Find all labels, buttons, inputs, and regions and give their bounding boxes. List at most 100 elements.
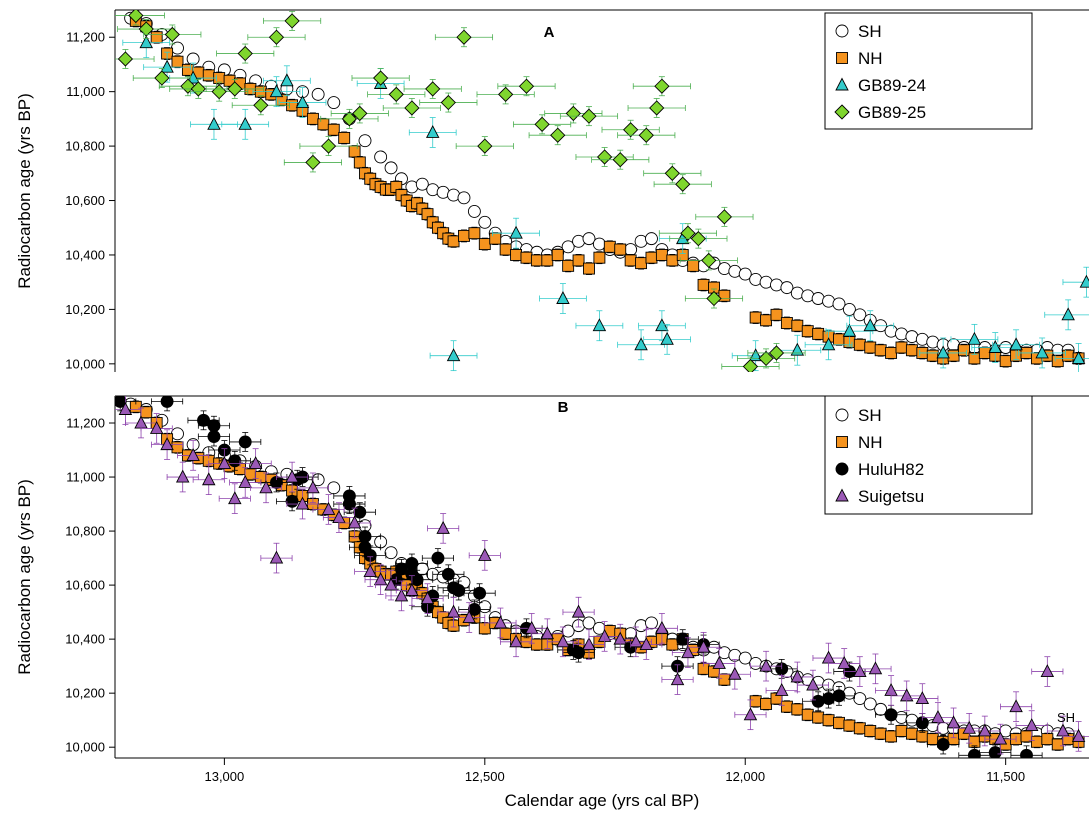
data-point <box>853 338 866 351</box>
data-point <box>238 435 252 449</box>
panel-a-y-tick-label: 10,400 <box>65 247 105 262</box>
data-point <box>468 227 481 240</box>
data-point <box>675 176 691 192</box>
data-point <box>832 689 846 703</box>
data-point <box>791 703 804 716</box>
data-point <box>478 238 491 251</box>
data-point <box>864 725 877 737</box>
data-point <box>790 342 805 356</box>
data-point <box>338 131 351 144</box>
data-point <box>885 730 898 743</box>
data-point <box>592 318 607 332</box>
data-point <box>936 738 950 751</box>
data-point <box>572 646 586 660</box>
data-point <box>295 95 310 108</box>
data-point <box>228 454 242 468</box>
panel-b-plot-area <box>115 396 1089 758</box>
data-point <box>150 31 163 44</box>
x-tick-label: 12,000 <box>725 769 765 784</box>
data-point <box>561 624 575 638</box>
data-point <box>197 413 210 427</box>
panel-a-plot-area <box>115 10 1089 372</box>
data-point <box>967 748 981 758</box>
data-point <box>690 230 706 247</box>
data-point <box>284 13 300 29</box>
panel-a-y-tick-label: 10,800 <box>65 139 105 154</box>
data-point <box>342 497 356 511</box>
data-point <box>738 651 752 665</box>
data-point <box>456 29 472 45</box>
data-point <box>571 604 586 618</box>
data-point <box>629 634 643 648</box>
legend-label: SH <box>858 22 882 41</box>
data-point <box>171 427 184 441</box>
series-suigetsu <box>115 396 1089 755</box>
data-point <box>207 419 221 433</box>
data-point <box>654 78 670 94</box>
data-point <box>738 267 752 281</box>
data-point <box>327 481 341 495</box>
data-point <box>864 341 877 354</box>
panel-b-sh-annotation: SH <box>1057 710 1075 725</box>
data-point <box>666 254 679 267</box>
data-point <box>863 318 877 332</box>
data-point <box>237 45 253 62</box>
data-point <box>812 327 825 340</box>
data-point <box>634 337 648 351</box>
data-point <box>660 331 674 345</box>
panel-a-y-tick-label: 10,200 <box>65 302 105 317</box>
data-point <box>280 73 294 87</box>
data-point <box>1071 350 1086 364</box>
data-point <box>812 711 825 724</box>
data-point <box>770 308 783 321</box>
data-point <box>171 441 184 454</box>
legend-label: HuluH82 <box>858 460 924 479</box>
data-point <box>1079 274 1089 288</box>
data-point <box>712 655 726 669</box>
data-point <box>348 145 361 158</box>
data-point <box>582 637 596 650</box>
data-point <box>821 337 836 351</box>
data-point <box>518 78 535 94</box>
data-point <box>431 551 445 565</box>
data-point <box>988 746 1002 758</box>
legend-label: NH <box>858 433 883 452</box>
data-point <box>384 161 398 175</box>
data-point <box>395 562 408 576</box>
data-point <box>843 719 856 732</box>
panel-a-label: A <box>544 24 555 41</box>
data-point <box>718 289 731 302</box>
data-point <box>477 138 493 154</box>
data-point <box>582 232 596 246</box>
panel-b-y-tick-label: 10,800 <box>65 524 105 539</box>
data-point <box>1024 718 1039 732</box>
panel-a: 10,000 10,200 10,400 10,600 10,800 11,000 11,2… <box>15 9 1089 372</box>
legend-label: SH <box>858 406 882 425</box>
data-point <box>664 165 680 181</box>
data-point <box>268 29 285 45</box>
data-point <box>565 105 581 122</box>
data-point <box>405 583 419 596</box>
legend-marker-nh <box>836 52 848 64</box>
data-point <box>372 70 389 86</box>
data-point <box>186 447 200 461</box>
data-point <box>253 97 269 113</box>
panel-a-y-tick-label: 10,000 <box>65 356 105 371</box>
data-point <box>978 723 992 737</box>
data-point <box>452 584 466 597</box>
panel-a-legend-box <box>824 12 1033 130</box>
data-point <box>425 81 441 97</box>
data-point <box>758 350 774 367</box>
data-point <box>842 323 857 337</box>
data-point <box>305 154 321 171</box>
data-point <box>701 252 717 269</box>
data-point <box>190 81 206 97</box>
panel-b-y-tick-label: 10,400 <box>65 632 105 647</box>
data-point <box>441 567 455 581</box>
data-point <box>895 341 908 354</box>
data-point <box>915 691 930 705</box>
data-point <box>593 251 606 264</box>
data-point <box>853 308 867 322</box>
data-point <box>639 637 654 650</box>
